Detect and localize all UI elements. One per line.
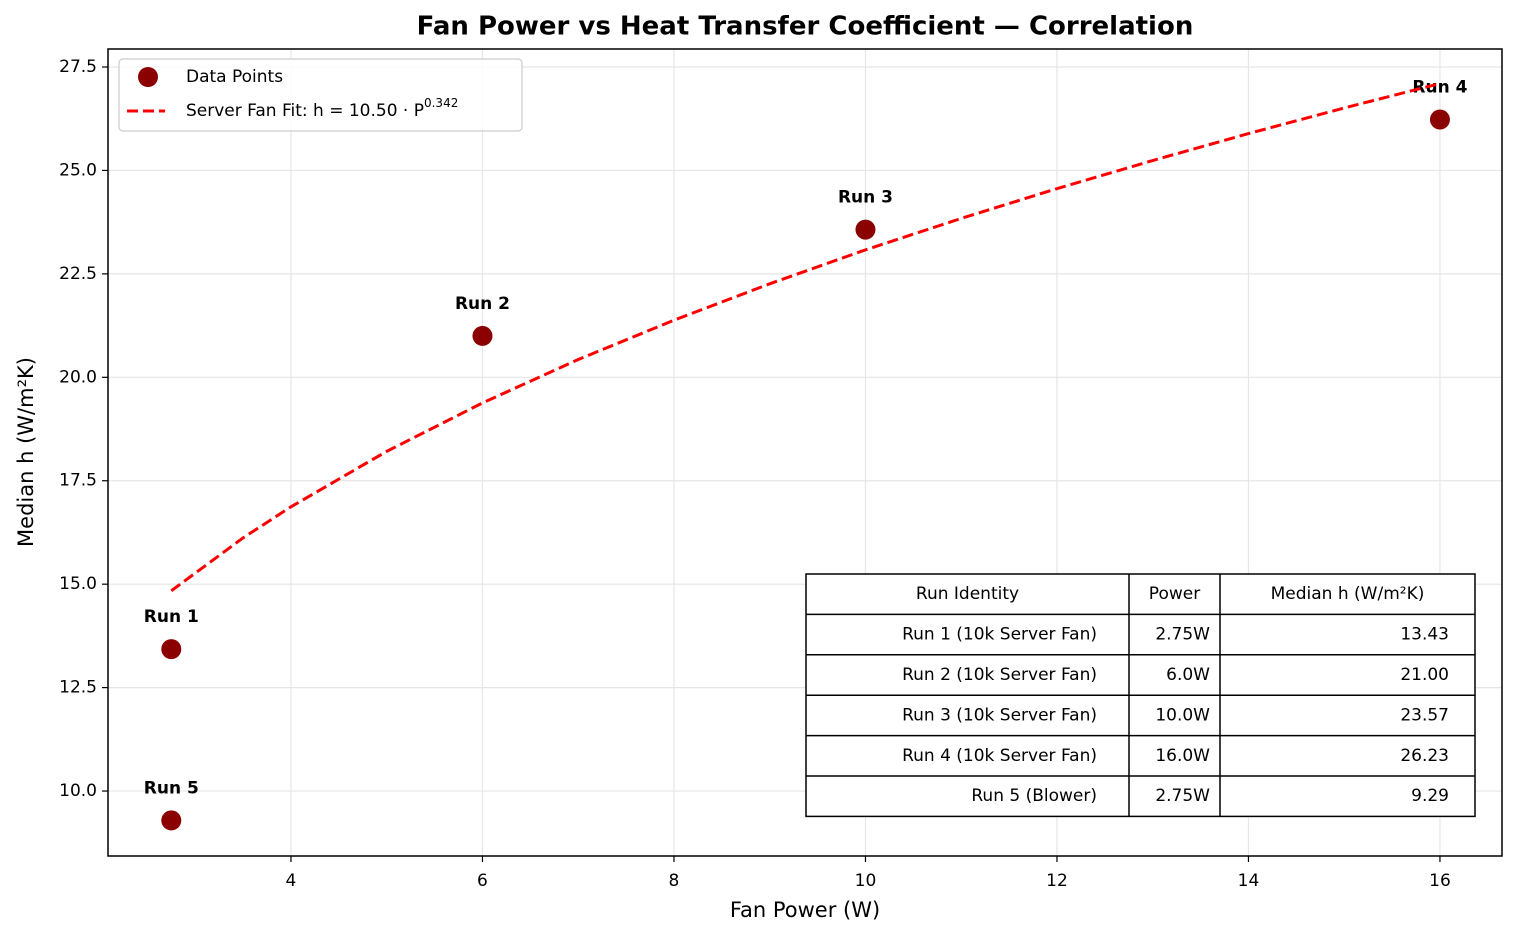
table-cell: 23.57 — [1400, 705, 1449, 725]
table-cell: Run 2 (10k Server Fan) — [902, 665, 1097, 685]
x-tick-label: 8 — [669, 871, 680, 891]
y-tick-label: 12.5 — [59, 678, 97, 698]
y-tick-label: 27.5 — [59, 57, 97, 77]
legend-label: Data Points — [186, 67, 283, 87]
point-label: Run 2 — [455, 294, 510, 314]
table-header: Run Identity — [916, 584, 1019, 604]
table-cell: 26.23 — [1400, 746, 1449, 766]
table-header: Median h (W/m²K) — [1271, 584, 1425, 604]
table-cell: Run 1 (10k Server Fan) — [902, 625, 1097, 645]
legend-marker — [138, 67, 158, 87]
x-tick-label: 12 — [1046, 871, 1068, 891]
table-cell: 2.75W — [1155, 625, 1210, 645]
x-tick-label: 4 — [286, 871, 297, 891]
y-tick-label: 17.5 — [59, 471, 97, 491]
legend-label: Server Fan Fit: h = 10.50 · P0.342 — [186, 96, 458, 122]
y-tick-label: 10.0 — [59, 781, 97, 801]
legend-box — [118, 58, 523, 132]
point-label: Run 4 — [1412, 78, 1467, 98]
table-cell: 9.29 — [1411, 786, 1449, 806]
table-header: Power — [1149, 584, 1200, 604]
table-cell: 16.0W — [1155, 746, 1210, 766]
legend-label-text: Data Points — [186, 67, 283, 87]
data-point — [161, 810, 182, 831]
x-tick-label: 14 — [1238, 871, 1260, 891]
table-cell: 13.43 — [1400, 625, 1449, 645]
chart-title: Fan Power vs Heat Transfer Coefficient —… — [417, 12, 1194, 42]
table-cell: Run 4 (10k Server Fan) — [902, 746, 1097, 766]
x-axis-label: Fan Power (W) — [730, 898, 880, 922]
table-cell: Run 3 (10k Server Fan) — [902, 705, 1097, 725]
point-label: Run 5 — [144, 778, 199, 798]
point-label: Run 3 — [838, 188, 893, 208]
x-tick-label: 6 — [477, 871, 488, 891]
table-cell: Run 5 (Blower) — [971, 786, 1097, 806]
x-tick-label: 10 — [855, 871, 877, 891]
data-point — [1429, 109, 1450, 130]
table-cell: 6.0W — [1166, 665, 1210, 685]
table-cell: 21.00 — [1400, 665, 1449, 685]
data-point — [472, 325, 493, 346]
legend: Data Points Server Fan Fit: h = 10.50 · P… — [118, 58, 523, 132]
y-tick-label: 25.0 — [59, 160, 97, 180]
table-cell: 10.0W — [1155, 705, 1210, 725]
fit-line — [170, 82, 1441, 593]
x-tick-label: 16 — [1429, 871, 1451, 891]
y-tick-label: 22.5 — [59, 264, 97, 284]
legend-label-superscript: 0.342 — [424, 96, 458, 110]
table-cell: 2.75W — [1155, 786, 1210, 806]
plot-frame — [107, 48, 1503, 857]
y-tick-label: 15.0 — [59, 574, 97, 594]
legend-label-text: Server Fan Fit: h = 10.50 · P — [186, 101, 424, 121]
point-label: Run 1 — [144, 607, 199, 627]
y-axis-label: Median h (W/m²K) — [14, 357, 38, 547]
data-point — [855, 219, 876, 240]
data-point — [161, 639, 182, 660]
y-tick-label: 20.0 — [59, 367, 97, 387]
